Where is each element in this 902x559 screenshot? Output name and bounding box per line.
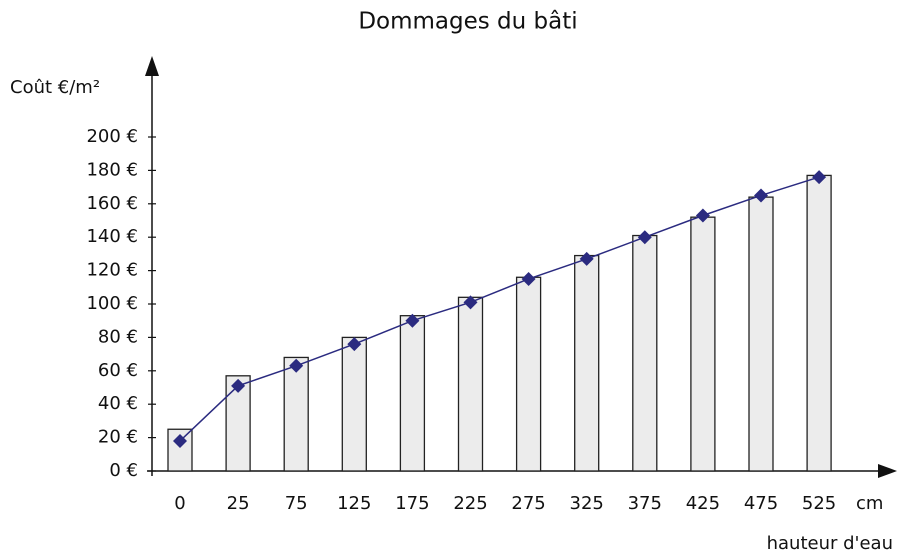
y-tick-label: 0 €: [109, 460, 138, 481]
marker: [347, 337, 362, 352]
marker: [463, 295, 478, 310]
x-tick-label: 275: [511, 493, 545, 514]
x-axis-label: hauteur d'eau: [767, 533, 893, 554]
y-tick-label: 160 €: [86, 193, 138, 214]
x-tick-label: 175: [395, 493, 429, 514]
bar: [748, 196, 774, 472]
x-unit: cm: [856, 493, 883, 514]
marker: [521, 271, 536, 286]
bar: [806, 174, 832, 472]
x-tick-label: 375: [628, 493, 662, 514]
y-axis-arrow: [145, 56, 159, 76]
marker: [173, 433, 187, 448]
y-tick-label: 100 €: [86, 293, 138, 314]
y-tick-label: 80 €: [98, 326, 138, 347]
y-tick-label: 140 €: [86, 226, 138, 247]
bar: [690, 216, 716, 472]
line: [179, 176, 820, 442]
bar: [167, 428, 193, 472]
bar: [574, 254, 600, 472]
bar: [632, 234, 658, 472]
x-tick-label: 75: [285, 493, 308, 514]
x-tick-label: 125: [337, 493, 371, 514]
y-tick-label: 180 €: [86, 159, 138, 180]
y-tick-label: 40 €: [98, 393, 138, 414]
bar: [515, 276, 542, 472]
x-tick-label: 525: [802, 493, 836, 514]
y-tick-label: 120 €: [86, 260, 138, 281]
marker: [695, 208, 710, 223]
x-tick-label: 475: [744, 493, 778, 514]
x-tick-label: 25: [227, 493, 250, 514]
marker: [579, 251, 594, 266]
bar: [399, 315, 426, 472]
x-tick-label: 325: [570, 493, 604, 514]
x-tick-label: 0: [174, 493, 185, 514]
x-axis-arrow: [878, 464, 897, 478]
marker: [637, 230, 652, 245]
x-tick-label: 425: [686, 493, 720, 514]
y-tick-label: 60 €: [98, 360, 138, 381]
y-tick-label: 20 €: [98, 427, 138, 448]
x-tick-label: 225: [453, 493, 487, 514]
marker: [812, 170, 827, 185]
bar: [283, 356, 309, 472]
bar: [225, 375, 251, 472]
bar: [457, 296, 484, 472]
chart-title: Dommages du bâti: [358, 9, 577, 35]
marker: [231, 378, 246, 393]
marker: [405, 313, 420, 328]
y-tick-label: 200 €: [86, 126, 138, 147]
y-axis-label: Coût €/m²: [10, 77, 100, 98]
marker: [289, 358, 304, 373]
marker: [754, 188, 768, 203]
bar: [341, 336, 367, 472]
